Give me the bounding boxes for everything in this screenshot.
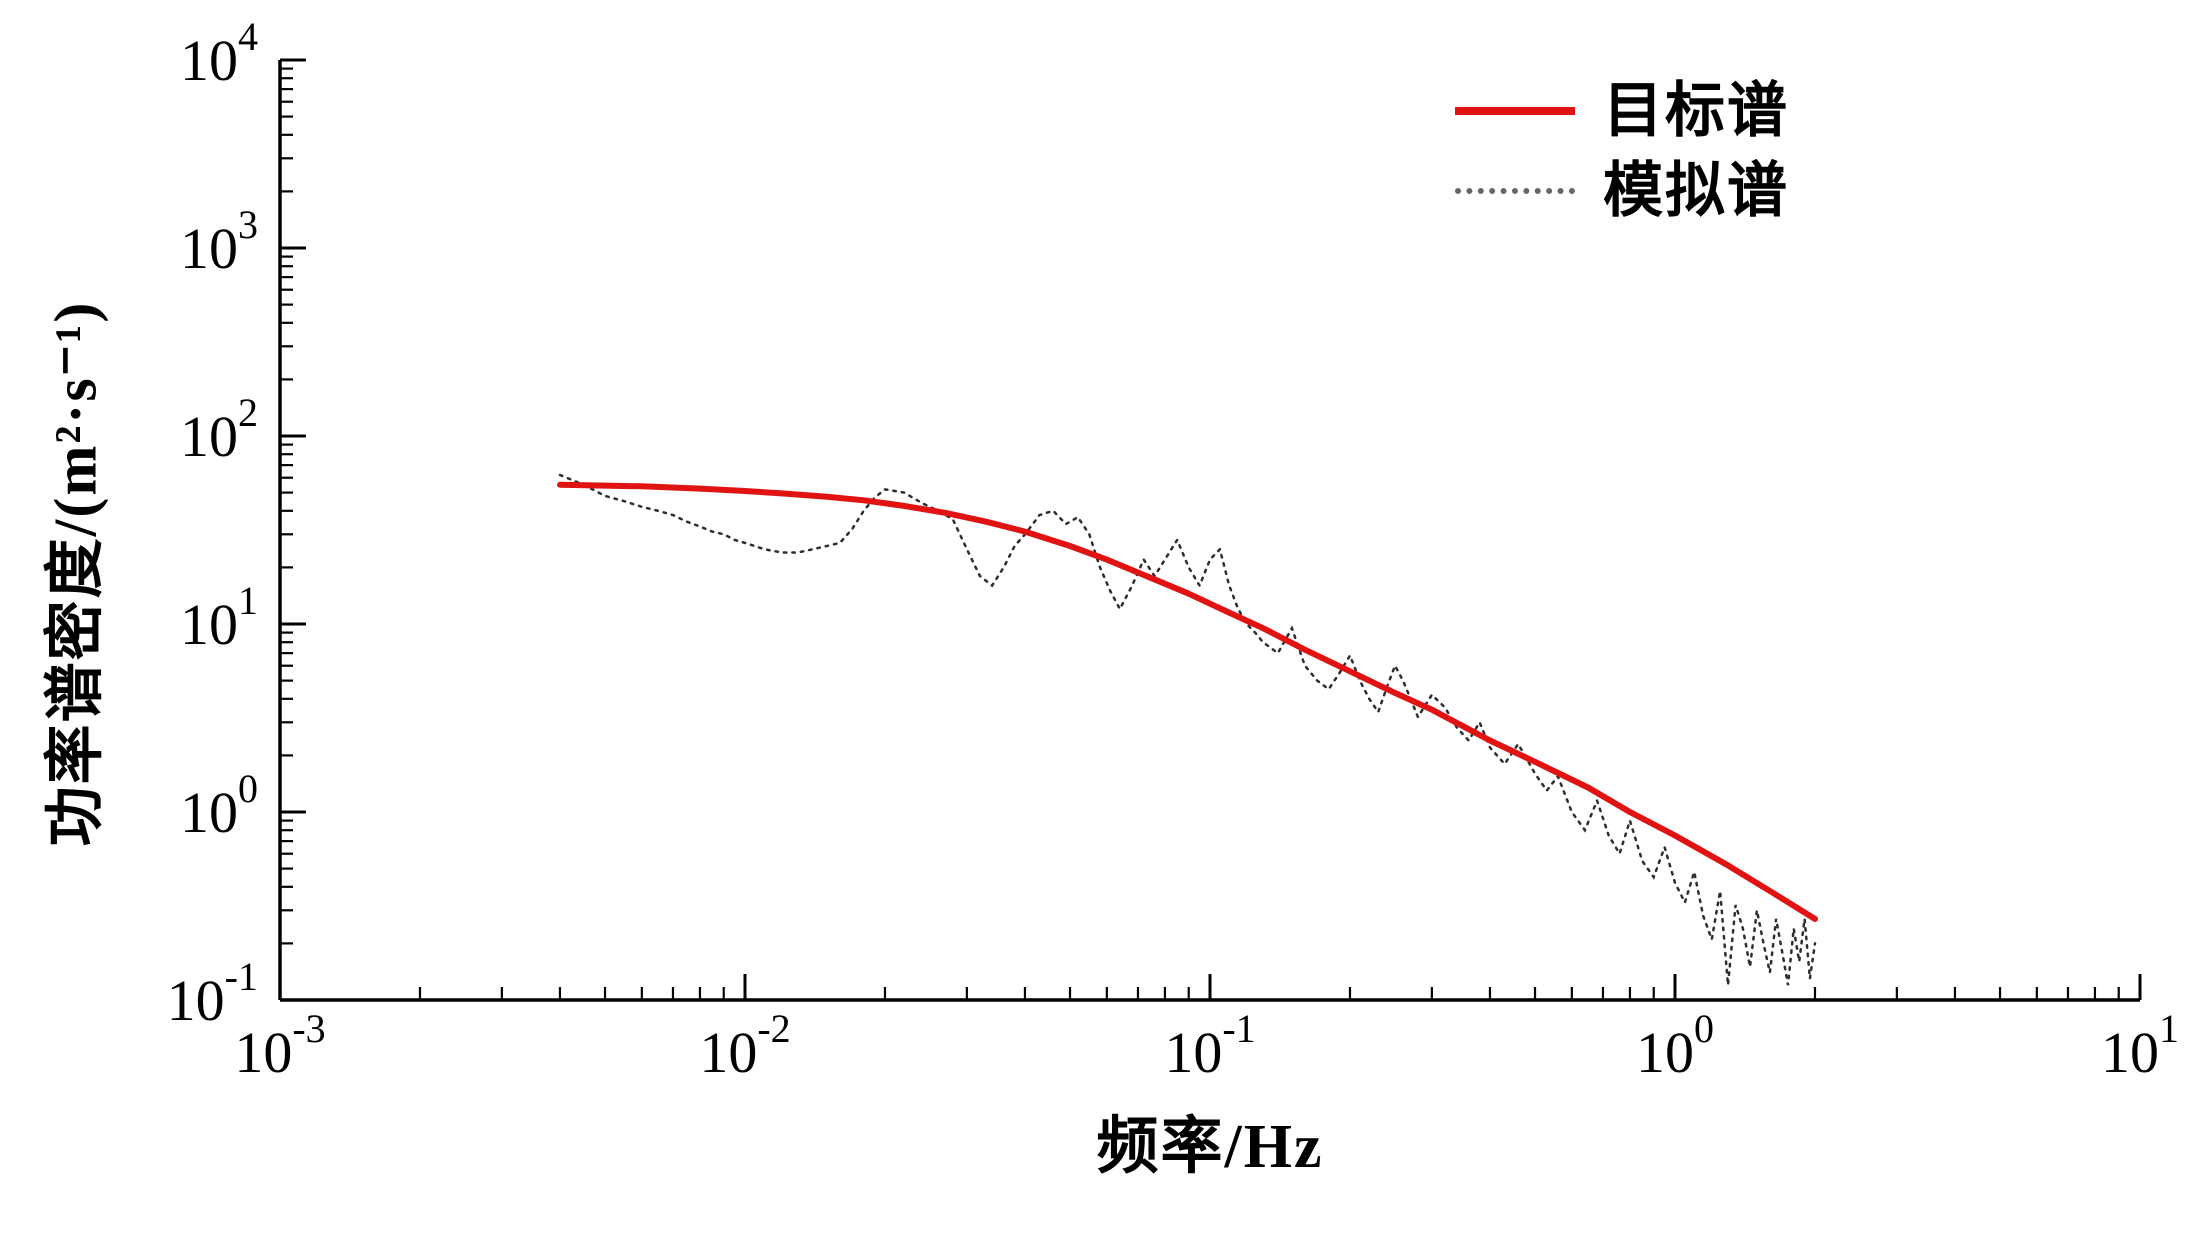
target-line-sample [1455,107,1575,115]
legend-item-simulated: 模拟谱 [1455,158,1789,224]
svg-text:102: 102 [180,390,258,469]
legend: 目标谱 模拟谱 [1455,78,1789,224]
svg-text:10-3: 10-3 [234,1006,325,1085]
legend-label-target: 目标谱 [1603,78,1789,144]
x-axis-label: 频率/Hz [1096,1113,1324,1181]
svg-text:101: 101 [2101,1006,2179,1085]
legend-item-target: 目标谱 [1455,78,1789,144]
svg-text:100: 100 [1636,1006,1714,1085]
legend-label-simulated: 模拟谱 [1603,158,1789,224]
svg-text:10-1: 10-1 [1164,1006,1255,1085]
svg-text:104: 104 [180,14,258,93]
svg-text:10-2: 10-2 [699,1006,790,1085]
svg-text:101: 101 [180,578,258,657]
simulated-line-sample [1455,188,1575,194]
svg-text:103: 103 [180,202,258,281]
svg-text:100: 100 [180,766,258,845]
y-axis-label: 功率谱密度/(m²·s⁻¹) [42,300,109,847]
